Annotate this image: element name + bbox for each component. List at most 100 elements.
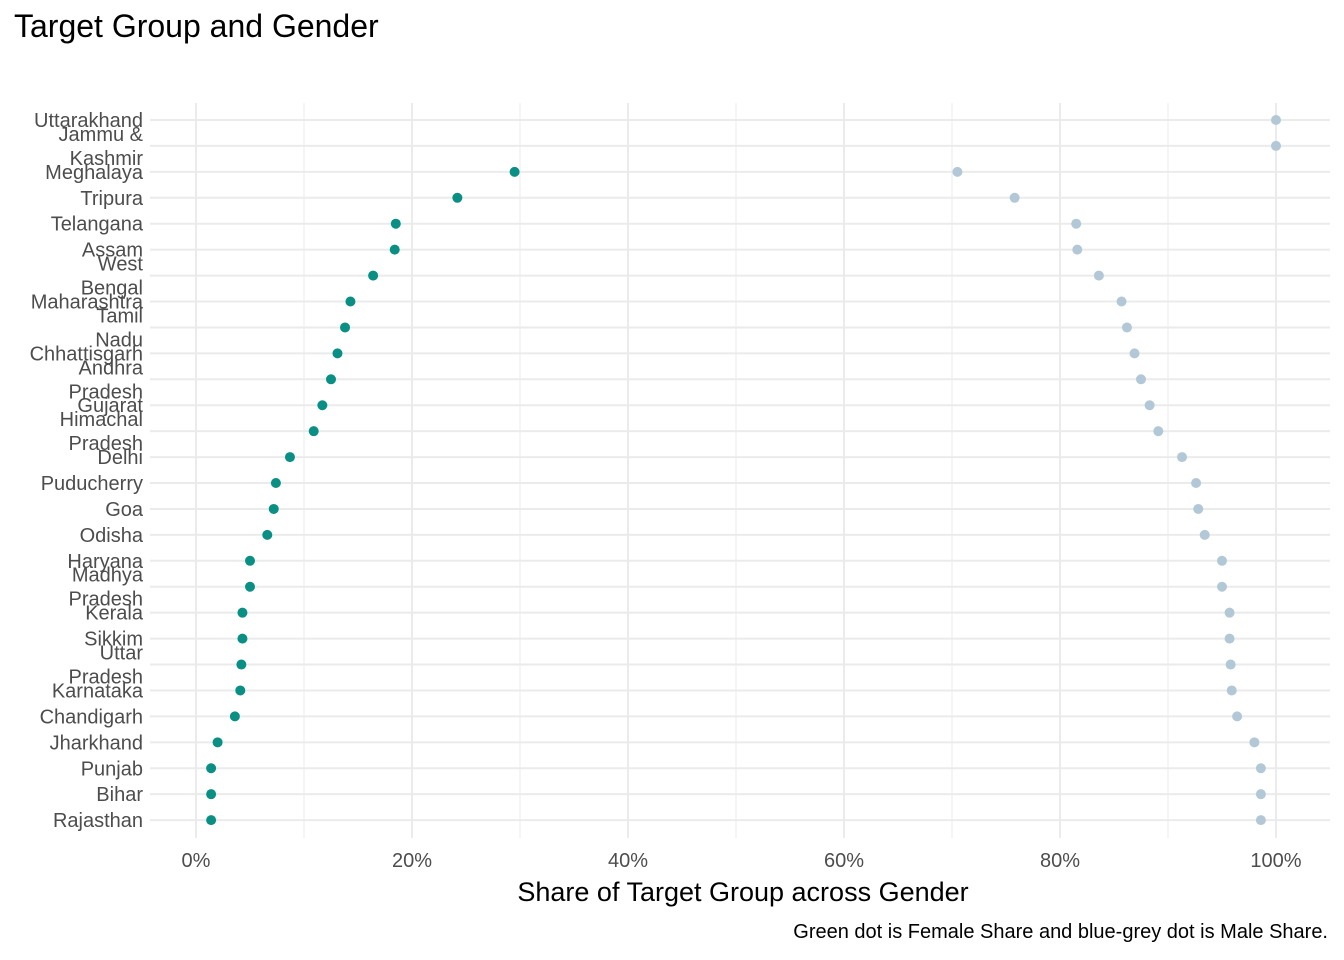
male-share-point — [1071, 218, 1082, 229]
x-tick-label: 100% — [1250, 850, 1301, 872]
male-share-point — [1224, 607, 1235, 618]
female-share-point — [368, 270, 379, 281]
y-tick-label: Chhattisgarh — [30, 343, 143, 365]
female-share-point — [212, 737, 223, 748]
y-tick-label: Uttar — [100, 643, 144, 665]
male-share-point — [1136, 374, 1146, 385]
y-tick-label: Jharkhand — [50, 732, 143, 754]
male-share-point — [1177, 452, 1188, 463]
male-share-point — [1072, 244, 1083, 255]
y-tick-label: Uttarakhand — [34, 110, 143, 132]
chart-title: Target Group and Gender — [14, 8, 379, 44]
female-share-point — [389, 244, 400, 255]
y-tick-label: Pradesh — [69, 589, 144, 611]
y-tick-label: Bihar — [96, 784, 143, 806]
female-share-point — [326, 374, 336, 385]
female-share-point — [206, 815, 217, 826]
y-tick-label: Kerala — [85, 603, 144, 625]
male-share-point — [1232, 711, 1243, 722]
y-tick-label: Telangana — [51, 214, 144, 236]
x-tick-label: 60% — [824, 850, 864, 872]
y-tick-label: Delhi — [97, 447, 143, 469]
female-share-point — [235, 685, 246, 696]
male-share-point — [1224, 633, 1235, 644]
female-share-point — [332, 348, 343, 359]
x-tick-label: 0% — [182, 850, 211, 872]
y-tick-label: Meghalaya — [45, 162, 144, 184]
female-share-point — [509, 166, 520, 177]
y-tick-label: West — [98, 254, 144, 276]
male-share-point — [1144, 400, 1155, 411]
y-tick-label: Rajasthan — [53, 810, 143, 832]
y-tick-label: Kashmir — [70, 148, 144, 170]
y-tick-label: Tripura — [80, 188, 143, 210]
male-share-point — [1255, 789, 1266, 800]
y-tick-label: Jammu & — [59, 124, 144, 146]
y-tick-label: Himachal — [60, 409, 143, 431]
female-share-point — [237, 633, 248, 644]
female-share-point — [390, 218, 401, 229]
male-share-point — [1271, 115, 1281, 125]
y-tick-label: Bengal — [81, 278, 143, 300]
x-axis-title: Share of Target Group across Gender — [517, 877, 968, 907]
male-share-point — [1153, 426, 1164, 437]
female-share-point — [268, 503, 279, 514]
female-share-point — [345, 296, 356, 307]
male-share-point — [952, 166, 963, 177]
male-share-point — [1225, 659, 1236, 670]
y-tick-label: Goa — [105, 499, 144, 521]
x-tick-label: 40% — [608, 850, 648, 872]
y-tick-label: Pradesh — [69, 433, 144, 455]
male-share-point — [1271, 140, 1281, 151]
male-share-point — [1255, 815, 1266, 826]
female-share-point — [308, 426, 319, 437]
x-tick-label: 20% — [392, 850, 432, 872]
female-share-point — [245, 555, 255, 566]
gridlines — [150, 103, 1330, 838]
female-share-point — [229, 711, 240, 722]
female-share-point — [317, 400, 328, 411]
female-share-point — [452, 192, 463, 203]
female-share-point — [237, 607, 248, 618]
male-share-point — [1191, 478, 1202, 489]
male-share-point — [1009, 192, 1020, 203]
y-tick-label: Sikkim — [84, 629, 143, 651]
female-share-point — [206, 789, 217, 800]
male-share-point — [1193, 503, 1204, 514]
female-share-point — [340, 322, 351, 333]
male-share-point — [1199, 529, 1210, 540]
y-tick-label: Pradesh — [69, 667, 144, 689]
male-share-point — [1093, 270, 1104, 281]
male-share-point — [1249, 737, 1260, 748]
male-share-point — [1129, 348, 1140, 359]
male-share-point — [1255, 763, 1266, 774]
y-tick-label: Andhra — [79, 357, 144, 379]
y-tick-label: Assam — [82, 240, 143, 262]
y-tick-label: Pradesh — [69, 381, 144, 403]
y-tick-label: Tamil — [96, 305, 143, 327]
data-points — [206, 115, 1281, 826]
x-tick-label: 80% — [1040, 850, 1080, 872]
y-tick-label: Nadu — [95, 329, 143, 351]
y-tick-label: Gujarat — [77, 395, 143, 417]
y-tick-label: Karnataka — [52, 680, 144, 702]
y-tick-label: Chandigarh — [40, 706, 143, 728]
chart-caption: Green dot is Female Share and blue-grey … — [793, 921, 1328, 943]
male-share-point — [1121, 322, 1132, 333]
y-tick-label: Odisha — [80, 525, 144, 547]
y-tick-label: Madhya — [72, 565, 144, 587]
female-share-point — [284, 452, 295, 463]
female-share-point — [236, 659, 247, 670]
female-share-point — [206, 763, 217, 774]
female-share-point — [262, 529, 273, 540]
y-tick-label: Punjab — [81, 758, 143, 780]
y-tick-label: Maharashtra — [31, 292, 144, 314]
male-share-point — [1217, 555, 1227, 566]
y-tick-label: Puducherry — [41, 473, 143, 495]
male-share-point — [1116, 296, 1127, 307]
male-share-point — [1226, 685, 1237, 696]
female-share-point — [245, 581, 255, 592]
x-axis-labels: 0% 20% 40% 60% 80% 100% — [182, 850, 1302, 872]
